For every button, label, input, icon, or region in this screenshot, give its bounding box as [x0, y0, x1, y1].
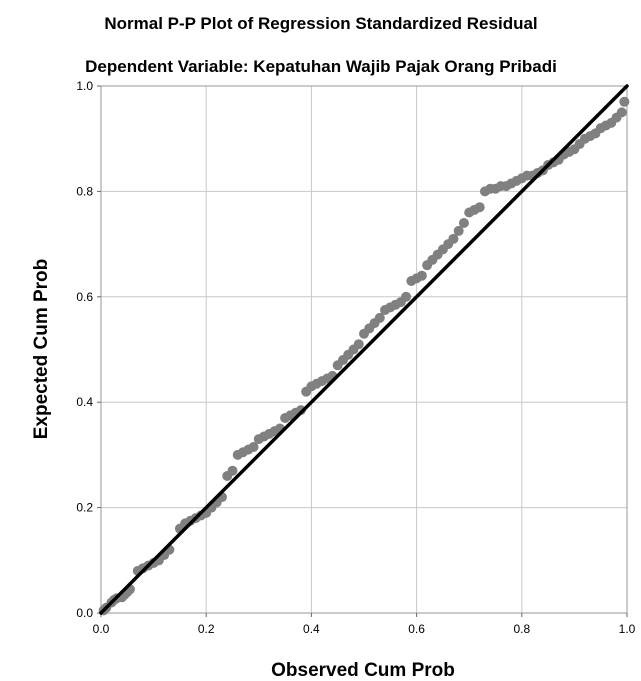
- x-tick-label: 0.8: [513, 622, 530, 636]
- data-point: [353, 339, 364, 350]
- data-point: [619, 96, 630, 107]
- x-tick-label: 0.6: [408, 622, 425, 636]
- y-tick-label: 1.0: [76, 79, 93, 93]
- chart-subtitle: Dependent Variable: Kepatuhan Wajib Paja…: [85, 57, 557, 76]
- x-tick-label: 0.0: [93, 622, 110, 636]
- y-axis-title: Expected Cum Prob: [31, 259, 52, 440]
- x-tick-label: 0.4: [303, 622, 320, 636]
- x-tick-label: 0.2: [198, 622, 215, 636]
- data-point: [474, 202, 485, 213]
- data-point: [374, 312, 385, 323]
- y-tick-label: 0.8: [76, 184, 93, 198]
- x-axis-title: Observed Cum Prob: [271, 660, 455, 681]
- plot-frame: [100, 85, 628, 614]
- chart-title: Normal P-P Plot of Regression Standardiz…: [104, 14, 537, 33]
- data-points: [98, 96, 630, 616]
- data-point: [448, 233, 459, 244]
- y-tick-label: 0.0: [76, 606, 93, 620]
- x-axis-ticks: 0.0 0.2 0.4 0.6 0.8 1.0: [93, 613, 636, 636]
- data-point: [616, 107, 627, 118]
- data-point: [401, 291, 412, 302]
- data-point: [227, 465, 238, 476]
- y-tick-label: 0.6: [76, 290, 93, 304]
- y-axis-ticks: 0.0 0.2 0.4 0.6 0.8 1.0: [76, 79, 101, 620]
- x-tick-label: 1.0: [619, 622, 636, 636]
- data-point: [416, 270, 427, 281]
- data-point: [248, 441, 259, 452]
- reference-line: [99, 84, 629, 615]
- data-point: [453, 225, 464, 236]
- y-tick-label: 0.2: [76, 501, 93, 515]
- data-point: [458, 218, 469, 229]
- y-tick-label: 0.4: [76, 395, 93, 409]
